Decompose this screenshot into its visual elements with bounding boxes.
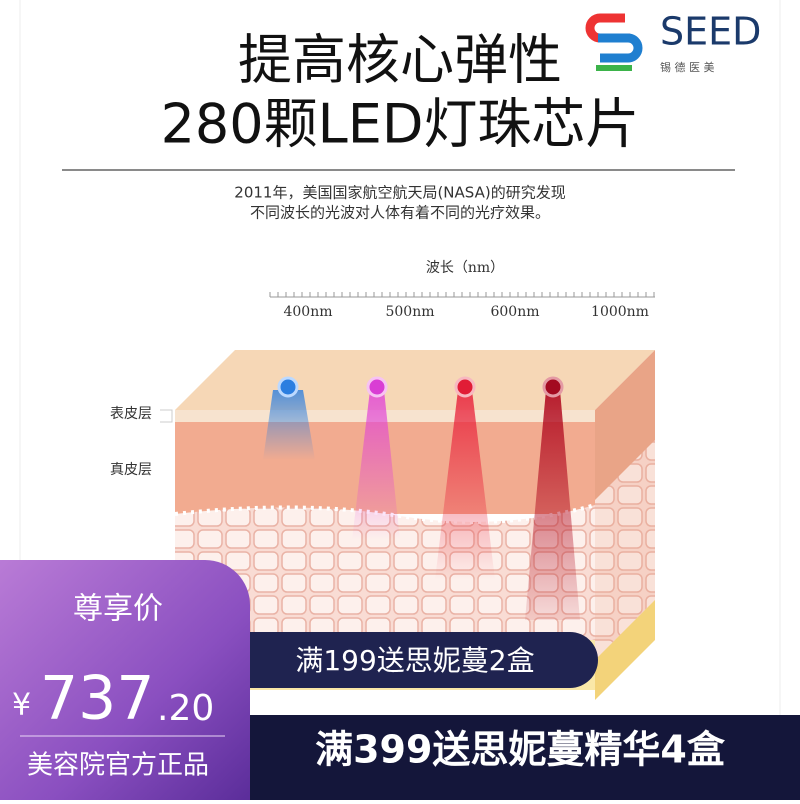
promo-pill	[240, 632, 598, 688]
promo: 满199送思妮蔓2盒	[295, 644, 534, 677]
bracket	[160, 409, 173, 423]
currency: ¥	[12, 688, 31, 723]
logo: SEED 锡 德 医 美	[585, 10, 761, 74]
wavelength: 400nm	[283, 304, 332, 320]
wavelength: 1000nm	[591, 304, 649, 320]
intro: 2011年，美国国家航空航天局(NASA)的研究发现	[234, 184, 565, 202]
wavelength: 500nm	[385, 304, 434, 320]
logo-sub: 锡 德 医 美	[660, 60, 715, 74]
badge-note: 美容院官方正品	[27, 751, 209, 781]
ruler	[269, 292, 655, 298]
price-badge	[0, 560, 250, 800]
layer-label: 表皮层	[110, 406, 152, 422]
layer-label: 真皮层	[110, 462, 152, 478]
logo-brand: SEED	[660, 10, 761, 54]
badge-title: 尊享价	[73, 592, 163, 627]
price-decimal: .20	[157, 688, 214, 729]
title: 280颗LED灯珠芯片	[161, 93, 640, 156]
wavelength: 600nm	[490, 304, 539, 320]
promo: 满399送思妮蔓精华4盒	[315, 728, 726, 772]
title: 提高核心弹性	[238, 29, 562, 92]
intro: 不同波长的光波对人体有着不同的光疗效果。	[250, 204, 550, 222]
price: 737	[40, 664, 155, 734]
scale-label: 波长（nm）	[426, 260, 504, 276]
